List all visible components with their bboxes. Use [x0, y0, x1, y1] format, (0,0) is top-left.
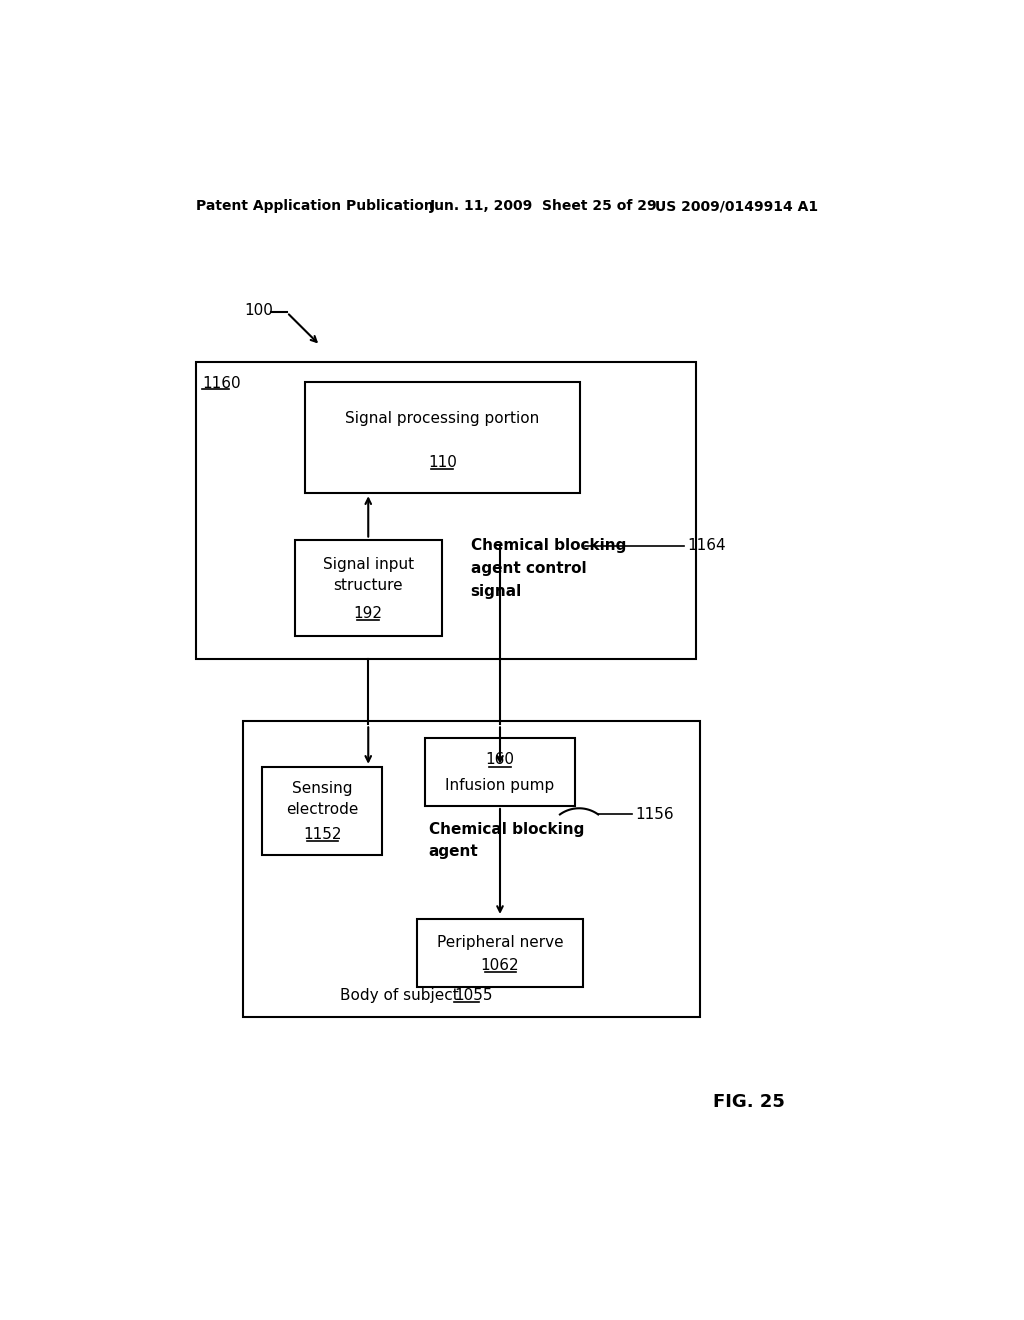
Text: Body of subject: Body of subject: [340, 987, 459, 1003]
Text: 1055: 1055: [455, 987, 493, 1003]
Text: 1164: 1164: [687, 539, 726, 553]
Text: Infusion pump: Infusion pump: [445, 779, 555, 793]
Bar: [305, 381, 580, 494]
Text: Chemical blocking: Chemical blocking: [429, 822, 584, 837]
Bar: [295, 540, 442, 636]
Text: structure: structure: [334, 578, 403, 593]
Text: Jun. 11, 2009  Sheet 25 of 29: Jun. 11, 2009 Sheet 25 of 29: [430, 199, 657, 213]
Text: signal: signal: [471, 585, 522, 599]
Text: Patent Application Publication: Patent Application Publication: [197, 199, 434, 213]
Text: FIG. 25: FIG. 25: [713, 1093, 785, 1110]
Bar: [417, 919, 583, 987]
Text: Sensing: Sensing: [292, 780, 352, 796]
Text: 1160: 1160: [203, 376, 241, 391]
Text: agent: agent: [429, 843, 478, 859]
Text: 160: 160: [485, 752, 514, 767]
Text: Peripheral nerve: Peripheral nerve: [436, 935, 563, 950]
Bar: [197, 363, 696, 659]
Text: 1156: 1156: [636, 807, 674, 822]
Text: electrode: electrode: [286, 803, 358, 817]
Text: 1062: 1062: [480, 958, 519, 973]
Bar: [425, 738, 575, 807]
Text: 110: 110: [428, 455, 457, 470]
Text: agent control: agent control: [471, 561, 586, 577]
Text: 192: 192: [353, 606, 383, 620]
Text: US 2009/0149914 A1: US 2009/0149914 A1: [655, 199, 818, 213]
Text: Signal input: Signal input: [323, 557, 414, 572]
Text: Signal processing portion: Signal processing portion: [345, 411, 540, 426]
Text: Chemical blocking: Chemical blocking: [471, 539, 626, 553]
Bar: [243, 721, 700, 1016]
Text: 100: 100: [245, 304, 273, 318]
Text: 1152: 1152: [303, 826, 341, 842]
Bar: [262, 767, 382, 855]
